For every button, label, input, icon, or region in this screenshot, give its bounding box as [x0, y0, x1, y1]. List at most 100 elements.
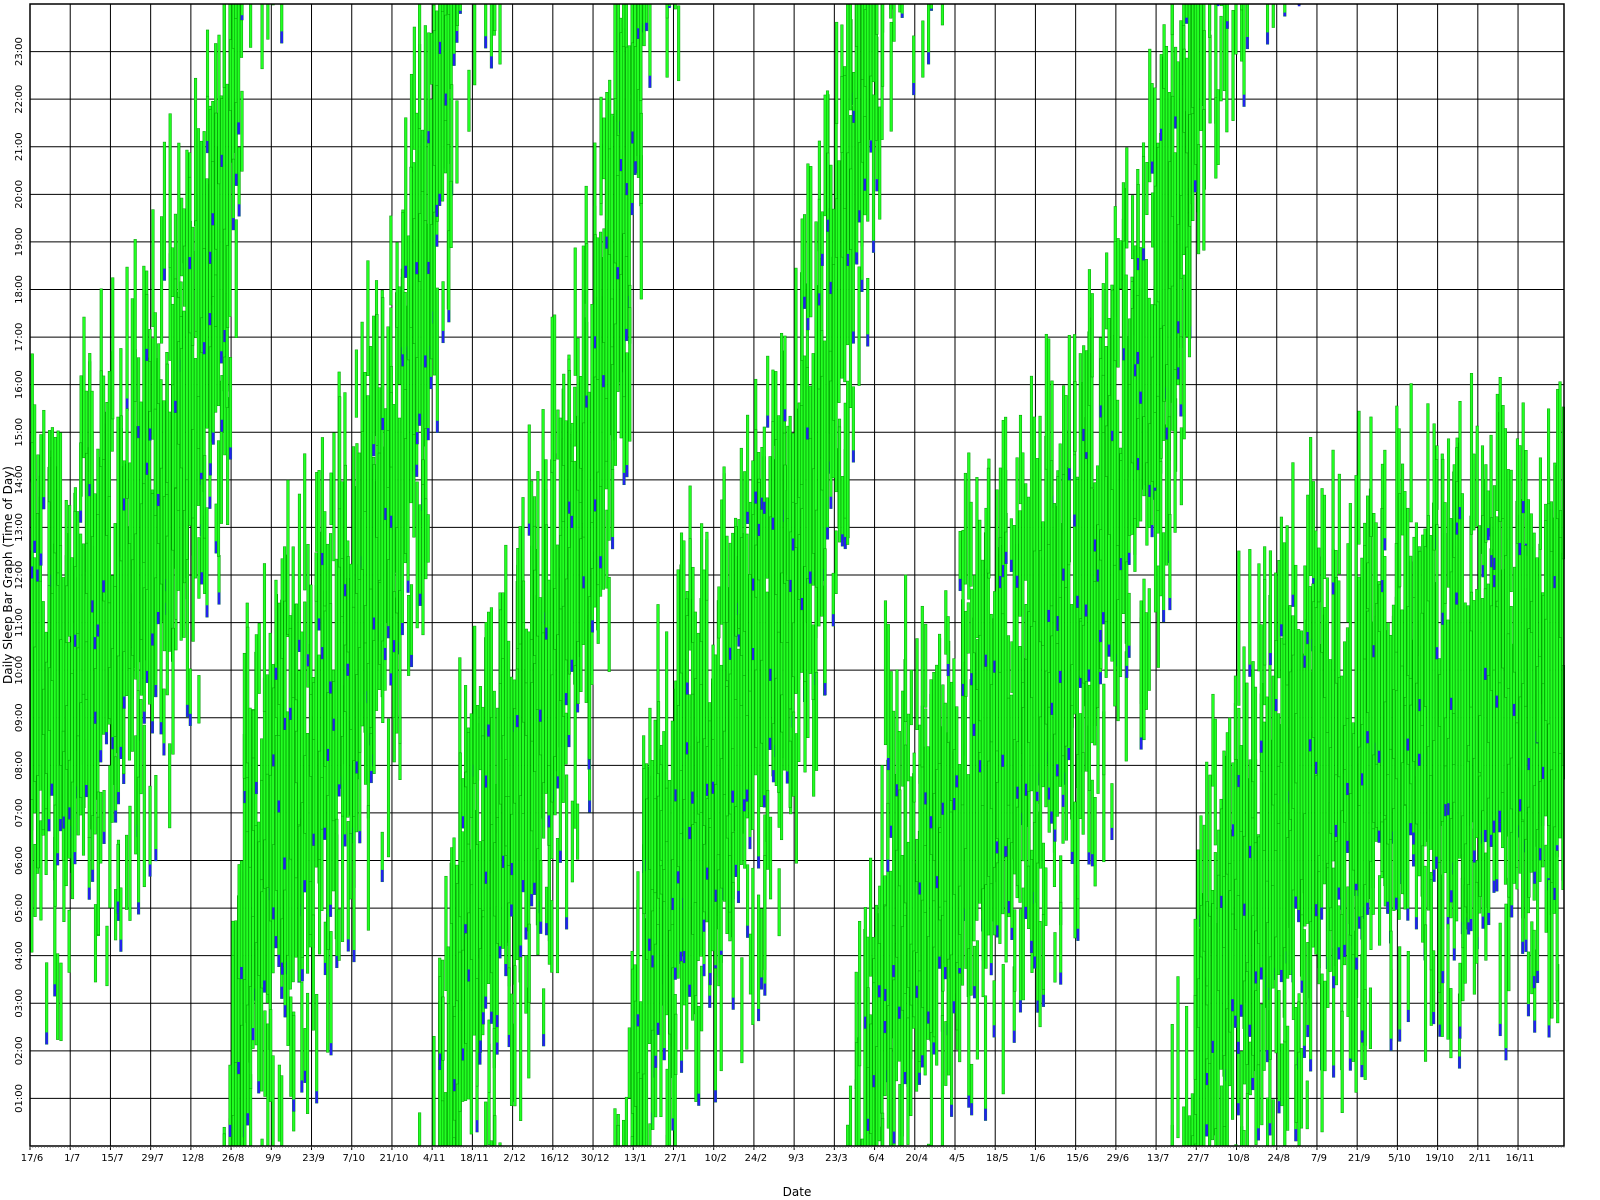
wake-marker [1249, 845, 1252, 858]
sleep-bar [1222, 1126, 1226, 1147]
sleep-bar [381, 297, 385, 431]
x-tick-label: 23/9 [302, 1153, 324, 1164]
wake-marker [1495, 695, 1499, 708]
sleep-bar [254, 825, 258, 950]
sleep-bar [780, 731, 784, 841]
sleep-bar [969, 501, 973, 587]
wake-marker [369, 770, 373, 783]
wake-marker [1527, 1004, 1530, 1017]
sleep-bar [881, 3, 885, 87]
wake-marker [927, 1011, 930, 1024]
sleep-bar [216, 440, 221, 557]
sleep-bar [366, 260, 370, 376]
sleep-bar [1340, 1010, 1344, 1113]
x-tick-label: 23/3 [825, 1153, 847, 1164]
sleep-bar [142, 483, 146, 563]
wake-marker [1455, 592, 1458, 605]
sleep-bar [622, 3, 626, 47]
sleep-bar [271, 1055, 275, 1147]
sleep-bar [1101, 374, 1105, 433]
sleep-bar [108, 765, 112, 908]
sleep-bar [1429, 775, 1433, 850]
wake-marker [903, 1071, 907, 1084]
wake-marker [1107, 644, 1111, 657]
sleep-bar [1475, 881, 1479, 964]
wake-marker [1320, 907, 1323, 920]
wake-marker [594, 499, 597, 512]
wake-marker [1237, 774, 1241, 787]
wake-marker [145, 348, 148, 361]
sleep-bar [1487, 797, 1491, 926]
wake-marker [858, 210, 861, 223]
sleep-bar [260, 3, 264, 70]
sleep-bar [1380, 821, 1384, 872]
wake-marker [1136, 258, 1140, 270]
wake-marker [668, 6, 671, 9]
sleep-bar [774, 371, 778, 446]
wake-marker [565, 917, 568, 930]
wake-marker [754, 491, 757, 504]
sleep-bar [1452, 713, 1456, 766]
sleep-bar [719, 954, 723, 1072]
sleep-bar [1090, 779, 1094, 867]
sleep-bar [955, 706, 959, 788]
wake-marker [542, 1034, 545, 1047]
sleep-bar [665, 787, 669, 843]
wake-marker [490, 1011, 493, 1024]
sleep-bar [759, 908, 763, 990]
sleep-bar [346, 540, 350, 818]
sleep-bar [1481, 810, 1485, 929]
sleep-bar [203, 455, 207, 539]
sleep-bar [1299, 1048, 1304, 1129]
sleep-bar [1276, 765, 1281, 824]
sleep-bar [1018, 909, 1023, 1013]
wake-marker [272, 907, 275, 920]
wake-marker [955, 775, 959, 788]
sleep-bar [1093, 797, 1097, 887]
sleep-bar [527, 631, 531, 932]
sleep-bar [1532, 532, 1536, 901]
sleep-bar [501, 658, 505, 749]
sleep-bar [142, 724, 146, 888]
wake-marker [547, 815, 551, 828]
x-tick-label: 2/11 [1469, 1153, 1491, 1164]
wake-marker [829, 281, 833, 294]
x-tick-label: 10/2 [704, 1153, 726, 1164]
sleep-bar [1509, 469, 1513, 593]
wake-marker [800, 597, 804, 610]
sleep-bar [1055, 643, 1059, 777]
x-tick-label: 2/12 [503, 1153, 525, 1164]
wake-marker [752, 578, 755, 591]
sleep-bar [909, 669, 913, 726]
sleep-bar [553, 314, 557, 461]
wake-marker [298, 639, 301, 652]
wake-marker [953, 798, 956, 810]
wake-marker [220, 154, 224, 167]
wake-marker [1099, 630, 1102, 642]
wake-marker [803, 296, 806, 309]
sleep-bar [527, 923, 531, 1003]
sleep-bar [1001, 964, 1005, 1095]
wake-marker [154, 685, 158, 697]
sleep-bar [1164, 424, 1169, 566]
wake-marker [992, 1025, 996, 1038]
sleep-bar [286, 479, 290, 635]
wake-marker [611, 537, 614, 549]
sleep-bar [771, 421, 775, 530]
sleep-bar [1549, 501, 1553, 552]
sleep-bar [67, 909, 71, 973]
sleep-bar [251, 916, 255, 1041]
y-tick-label: 22:00 [14, 85, 25, 114]
sleep-bar [1538, 543, 1542, 658]
sleep-bar [260, 1138, 264, 1147]
wake-marker [214, 541, 218, 554]
sleep-bar [628, 307, 632, 442]
wake-marker [883, 1021, 887, 1033]
sleep-bar [33, 404, 37, 553]
wake-marker [1111, 430, 1114, 443]
wake-marker [1349, 1058, 1352, 1071]
sleep-bar [690, 693, 695, 804]
wake-marker [79, 510, 82, 523]
wake-marker [33, 540, 36, 553]
wake-marker [946, 663, 950, 676]
